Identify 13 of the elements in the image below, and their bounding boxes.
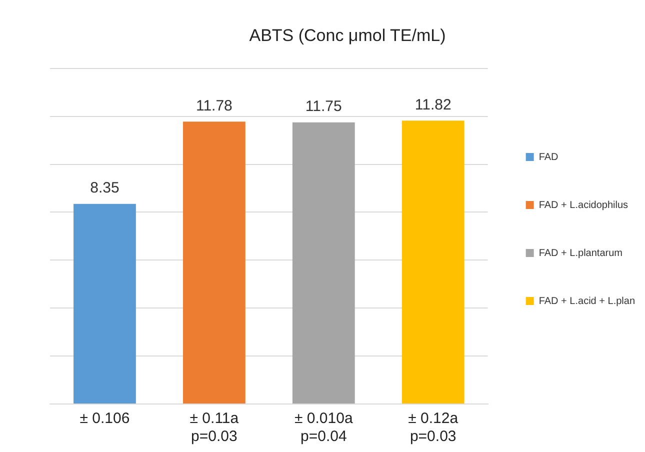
legend-label: FAD (538, 152, 558, 163)
data-label: 11.75 (305, 98, 342, 115)
data-label: 11.82 (414, 96, 452, 114)
x-tick-label: ± 0.11a p=0.03 (190, 410, 240, 446)
data-label: 11.78 (196, 97, 232, 114)
x-tick-label: ± 0.010a p=0.04 (294, 410, 354, 446)
legend-label: FAD + L.acidophilus (538, 200, 628, 211)
data-label: 8.35 (90, 179, 120, 196)
x-tick-label: ± 0.12a p=0.03 (408, 410, 459, 446)
legend-label: FAD + L.plantarum (538, 248, 622, 259)
chart-title: ABTS (Conc μmol TE/mL) (249, 26, 446, 45)
legend-label: FAD + L.acid + L.plan (538, 296, 635, 307)
x-tick-label: ± 0.106 (80, 410, 130, 428)
